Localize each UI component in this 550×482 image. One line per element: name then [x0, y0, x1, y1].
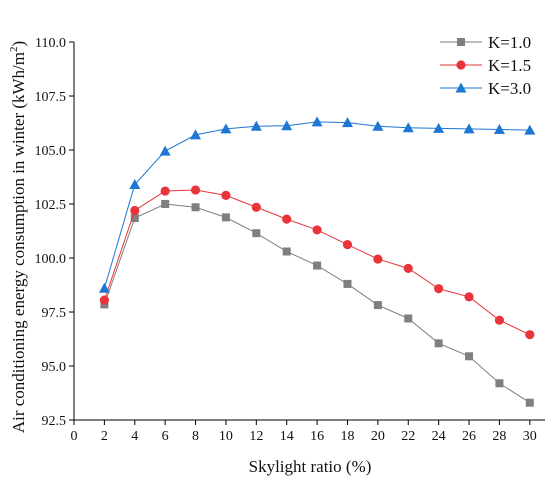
data-point — [313, 261, 322, 270]
data-point — [99, 295, 109, 305]
data-point — [373, 301, 382, 310]
x-tick-label: 12 — [249, 429, 263, 444]
data-point — [372, 120, 384, 131]
x-tick-label: 28 — [492, 429, 506, 444]
legend-marker — [455, 82, 467, 93]
data-point — [281, 120, 293, 131]
data-point — [161, 200, 170, 208]
data-point — [190, 185, 201, 195]
data-point — [494, 315, 505, 325]
data-point — [311, 116, 323, 127]
legend-item: K=1.5 — [440, 56, 531, 75]
y-tick-label: 97.5 — [42, 306, 67, 321]
data-point — [343, 279, 352, 288]
data-point — [221, 213, 230, 222]
x-tick-label: 0 — [71, 429, 78, 444]
y-tick-label: 100.0 — [35, 252, 67, 267]
y-axis-title-close: ) — [9, 41, 28, 47]
data-point — [525, 330, 535, 340]
x-tick-label: 2 — [101, 429, 108, 444]
data-point — [341, 117, 353, 128]
data-point — [464, 292, 474, 302]
legend-marker — [457, 38, 465, 46]
data-point — [159, 145, 171, 156]
legend-item: K=1.0 — [440, 33, 531, 52]
data-point — [250, 120, 262, 131]
y-axis-title-main: Air conditioning energy consumption in w… — [9, 52, 28, 433]
y-axis-title-superscript: 2 — [8, 46, 20, 52]
y-axis-title: Air conditioning energy consumption in w… — [8, 41, 28, 433]
data-point — [221, 190, 231, 200]
legend-marker — [456, 60, 466, 70]
series-k-3-0 — [98, 116, 536, 293]
x-tick-label: 20 — [371, 429, 385, 444]
data-point — [495, 379, 504, 388]
legend-label: K=1.0 — [488, 33, 531, 52]
data-point — [493, 123, 505, 134]
x-tick-label: 24 — [432, 429, 446, 444]
x-tick-label: 6 — [162, 429, 169, 444]
data-point — [465, 352, 474, 361]
data-point — [191, 203, 200, 212]
y-tick-label: 105.0 — [35, 144, 67, 159]
data-point — [252, 229, 261, 238]
data-point — [312, 225, 322, 235]
data-point — [434, 284, 444, 294]
x-tick-label: 10 — [219, 429, 233, 444]
legend-label: K=3.0 — [488, 79, 531, 98]
y-tick-label: 110.0 — [35, 36, 66, 51]
data-point — [190, 129, 202, 140]
data-point — [524, 124, 536, 135]
data-point — [98, 282, 110, 293]
y-tick-label: 95.0 — [42, 360, 67, 375]
data-point — [342, 240, 353, 250]
data-point — [463, 123, 475, 134]
data-point — [129, 179, 141, 190]
series-group — [98, 116, 536, 407]
series-k-1-5 — [99, 185, 535, 340]
data-point — [130, 205, 140, 216]
data-point — [404, 314, 413, 323]
x-tick-label: 26 — [462, 429, 476, 444]
data-point — [373, 254, 383, 264]
x-tick-label: 14 — [280, 429, 294, 444]
y-tick-label: 107.5 — [35, 90, 67, 105]
data-point — [282, 214, 292, 224]
data-point — [433, 122, 445, 133]
data-point — [402, 122, 414, 133]
legend-label: K=1.5 — [488, 56, 531, 75]
data-point — [403, 263, 413, 273]
y-tick-label: 102.5 — [35, 198, 67, 213]
data-point — [220, 123, 232, 134]
x-tick-label: 30 — [523, 429, 537, 444]
x-tick-label: 4 — [131, 429, 138, 444]
x-tick-label: 22 — [401, 429, 415, 444]
data-point — [282, 247, 291, 256]
legend-item: K=3.0 — [440, 79, 531, 98]
y-tick-label: 92.5 — [42, 414, 67, 429]
data-point — [525, 398, 534, 407]
data-point — [160, 186, 170, 196]
x-axis-title: Skylight ratio (%) — [249, 457, 372, 476]
data-point — [130, 214, 139, 223]
legend: K=1.0 K=1.5 K=3.0 — [440, 33, 531, 98]
data-point — [434, 339, 443, 348]
data-point — [251, 202, 261, 212]
x-tick-label: 8 — [192, 429, 199, 444]
x-tick-label: 16 — [310, 429, 324, 444]
axes: 0 2 4 6 8 10 12 14 16 18 20 22 24 26 28 3092.595.097.51… — [35, 36, 545, 444]
x-tick-label: 18 — [340, 429, 354, 444]
